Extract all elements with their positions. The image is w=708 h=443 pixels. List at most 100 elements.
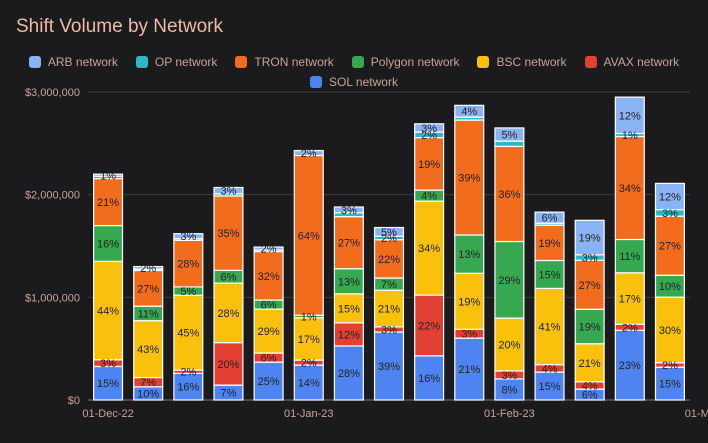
data-label: 41% [539,322,561,334]
data-label: 6% [261,353,277,365]
data-label: 21% [378,304,400,316]
bar-segment-arb [173,233,204,240]
legend-item-bsc[interactable]: BSC network [477,55,567,69]
x-tick-label: 01-Mar-23 [685,408,708,420]
bar-segment-bsc [173,294,204,371]
data-label: 32% [258,271,280,283]
data-label: 23% [619,360,641,372]
data-label: 3% [180,231,196,243]
data-label: 2% [662,360,678,372]
bar-segment-polygon [534,259,565,289]
data-label: 1% [301,311,317,323]
data-label: 19% [539,238,561,250]
legend-swatch [310,76,323,88]
data-label: 29% [498,275,520,287]
chart-title: Shift Volume by Network [16,16,223,37]
data-label: 7% [381,279,397,291]
data-label: 3% [381,324,397,336]
data-label: 12% [659,192,681,204]
bar-segment-arb [494,127,525,142]
bar-segment-tron [373,239,405,279]
bar-segment-tron [414,137,445,191]
data-label: 27% [579,280,601,292]
bar-segment-polygon [454,234,485,274]
data-label: 19% [458,296,480,308]
data-label: 2% [421,130,437,142]
data-label: 15% [659,379,681,391]
bar-segment-arb [654,182,685,211]
bar-segment-tron [574,259,605,310]
data-label: 3% [100,358,116,370]
data-label: 21% [579,358,601,370]
data-label: 3% [501,370,517,382]
legend-item-op[interactable]: OP network [135,55,217,69]
bar-segment-tron [494,145,525,243]
data-label: 28% [217,308,239,320]
y-tick-label: $3,000,000 [25,87,80,99]
bar-segment-avax [213,342,244,386]
bar-layer [93,96,685,401]
data-label: 1% [100,170,116,182]
bar-segment-arb [93,173,124,177]
data-label: 2% [180,367,196,379]
bar-segment-polygon [93,224,124,262]
data-label: 19% [418,159,440,171]
data-label: 7% [221,388,237,400]
bar-segment-bsc [534,287,565,366]
legend-swatch [28,56,41,68]
data-label: 6% [221,272,237,284]
data-label: 15% [338,303,360,315]
bar-segment-arb [574,219,605,256]
bar-segment-bsc [574,343,605,383]
data-label: 14% [298,378,320,390]
legend-label: SOL network [329,75,398,89]
data-label: 25% [258,376,280,388]
data-label: 2% [381,233,397,245]
legend-item-sol[interactable]: SOL network [310,75,398,89]
bar-segment-tron [253,250,284,301]
legend-item-polygon[interactable]: Polygon network [351,55,459,69]
bar-segment-bsc [253,308,284,354]
legend-item-avax[interactable]: AVAX network [584,55,679,69]
data-label: 7% [140,377,156,389]
bar-segment-tron [173,239,204,288]
data-label: 20% [217,359,239,371]
data-label: 4% [542,363,558,375]
data-label: 10% [137,388,159,400]
bar-segment-polygon [333,268,364,295]
bar-segment-arb [253,246,284,251]
data-label: 28% [177,259,199,271]
data-label: 5% [180,286,196,298]
data-label: 16% [418,373,440,385]
data-label: 10% [659,281,681,293]
bar-segment-sol [373,331,405,401]
bar-segment-bsc [654,296,685,364]
bar-segment-bsc [213,282,244,344]
y-tick-label: $1,000,000 [25,292,80,304]
data-label: 15% [539,269,561,281]
x-tick-label: 01-Feb-23 [484,408,535,420]
data-label: 21% [97,197,119,209]
legend-item-arb[interactable]: ARB network [28,55,118,69]
legend-label: ARB network [47,55,118,69]
data-label: 2% [622,322,638,334]
data-label: 17% [619,294,641,306]
bar-segment-sol [293,364,324,401]
data-label: 2% [301,358,317,370]
data-label: 6% [582,390,598,402]
x-tick-label: 01-Jan-23 [284,408,334,420]
legend-item-tron[interactable]: TRON network [235,55,334,69]
data-label: 30% [659,325,681,337]
data-label: 5% [381,227,397,239]
bar-segment-tron [133,269,164,307]
bar-segment-sol [414,355,445,401]
bar-segment-tron [614,135,645,241]
bar-segment-arb [213,186,244,195]
y-tick-label: $0 [68,395,80,407]
data-label: 12% [619,110,641,122]
data-label: 22% [418,320,440,332]
data-label: 19% [579,233,601,245]
data-label: 13% [338,276,360,288]
